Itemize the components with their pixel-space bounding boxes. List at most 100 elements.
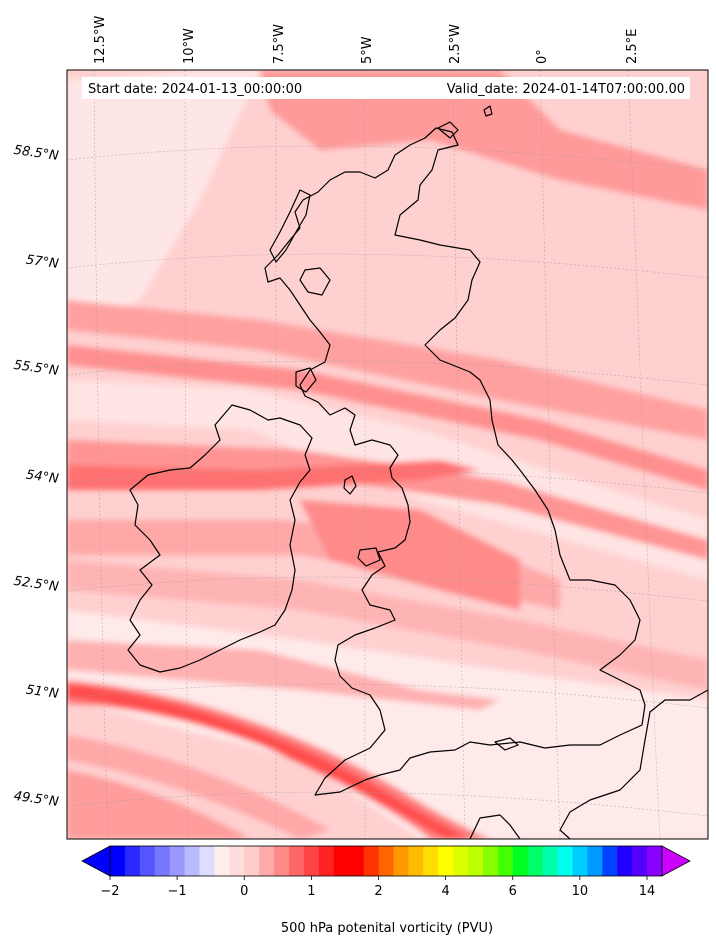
colorbar-segment (408, 846, 424, 876)
pv-patch-central (300, 500, 520, 610)
colorbar-segment (244, 846, 260, 876)
colorbar-segment (542, 846, 559, 876)
pv-streak-7 (67, 640, 500, 710)
colorbar-segment (393, 846, 409, 876)
colorbar-segment (214, 846, 230, 876)
coastline-isle-of-man (343, 475, 357, 495)
colorbar-segment (557, 846, 574, 876)
colorbar-segment (617, 846, 633, 876)
colorbar-frame (109, 845, 663, 877)
map-frame (66, 69, 709, 840)
colorbar-segment (572, 846, 589, 876)
lat-label-54n: 54°N (25, 468, 60, 487)
colorbar-segments (110, 846, 663, 876)
colorbar-segment (378, 846, 395, 876)
coastline-ireland (127, 404, 313, 673)
lon-label-10w: 10°W (182, 28, 197, 64)
colorbar-segment (527, 846, 544, 876)
colorbar-tick-label: 4 (441, 884, 449, 899)
colorbar-over-arrow (661, 845, 691, 877)
coastlines (127, 105, 708, 839)
pv-streak-2 (67, 345, 708, 490)
colorbar-tick-label: 2 (374, 884, 382, 899)
colorbar-segment (587, 846, 603, 876)
colorbar-segment (303, 846, 320, 876)
colorbar-segment (348, 846, 365, 876)
colorbar-title: 500 hPa potenital vorticity (PVU) (281, 921, 493, 936)
coastline-hebrides (269, 189, 311, 263)
lon-label-0: 0° (535, 49, 550, 64)
colorbar-segment (482, 846, 499, 876)
colorbar-segment (333, 846, 350, 876)
pv-field (67, 70, 708, 839)
colorbar-segment (154, 846, 171, 876)
valid-date-text: Valid_date: 2024-01-14T07:00:00.00 (447, 82, 685, 97)
colorbar-tick-label: 10 (572, 884, 589, 899)
colorbar-segment (468, 846, 484, 876)
colorbar-tick-label: 0 (240, 884, 248, 899)
lon-label-12-5w: 12.5°W (93, 16, 108, 64)
pv-streak-1 (67, 300, 708, 440)
latitude-labels: 58.5°N 57°N 55.5°N 54°N 52.5°N 51°N 49.5… (13, 143, 60, 810)
colorbar-segment (199, 846, 216, 876)
lat-label-49-5n: 49.5°N (13, 789, 60, 810)
colorbar-segment (453, 846, 469, 876)
date-info-box: Start date: 2024-01-13_00:00:00 Valid_da… (82, 77, 690, 99)
colorbar-segment (289, 846, 305, 876)
colorbar-segment (512, 846, 529, 876)
lon-label-2-5e: 2.5°E (625, 29, 640, 64)
colorbar-segment (423, 846, 439, 876)
colorbar-segment (497, 846, 514, 876)
colorbar-segment (274, 846, 290, 876)
colorbar-segment (438, 846, 454, 876)
graticule (67, 70, 708, 839)
start-date-text: Start date: 2024-01-13_00:00:00 (88, 82, 302, 97)
coastline-isle-of-wight (494, 737, 519, 751)
coastline-islay (295, 367, 317, 393)
colorbar-segment (602, 846, 618, 876)
colorbar-tick-label: 1 (307, 884, 315, 899)
lat-label-52-5n: 52.5°N (13, 574, 60, 595)
pv-band-sw-lower (67, 735, 330, 839)
colorbar-tick-label: 14 (639, 884, 656, 899)
colorbar-segment (318, 846, 335, 876)
lon-label-5w: 5°W (360, 36, 375, 64)
coastline-shetland (483, 105, 493, 117)
colorbar-tick-label: −1 (168, 884, 187, 899)
lon-label-2-5w: 2.5°W (448, 24, 463, 64)
colorbar-segment (139, 846, 156, 876)
coastline-orkney (437, 121, 459, 139)
pv-streak-6 (67, 560, 708, 690)
colorbar-segment (259, 846, 275, 876)
lat-label-55-5n: 55.5°N (13, 358, 60, 379)
lat-label-58-5n: 58.5°N (13, 143, 60, 164)
colorbar-segment (363, 846, 380, 876)
coastline-france (559, 689, 708, 839)
coastline-brittany (469, 814, 521, 839)
colorbar-segment (124, 846, 141, 876)
coastline-great-britain (264, 127, 646, 796)
longitude-labels: 12.5°W 10°W 7.5°W 5°W 2.5°W 0° 2.5°E (93, 16, 640, 64)
pv-streak-4 (67, 460, 480, 490)
pv-band-sw-corner (67, 770, 250, 839)
pv-strong-band-core (67, 684, 470, 839)
colorbar-under-arrow (81, 845, 111, 877)
colorbar-segment (169, 846, 186, 876)
colorbar-ticks: −2 −1 0 1 2 4 6 10 14 (100, 876, 655, 899)
date-info-background (82, 77, 690, 99)
lat-label-51n: 51°N (25, 683, 60, 702)
colorbar-tick-label: −2 (100, 884, 119, 899)
colorbar-segment (110, 846, 126, 876)
colorbar: −2 −1 0 1 2 4 6 10 14 500 hPa potenital vorticit… (81, 845, 691, 936)
lon-label-7-5w: 7.5°W (272, 24, 287, 64)
coastline-skye (299, 267, 331, 296)
colorbar-tick-label: 6 (509, 884, 517, 899)
colorbar-segment (632, 846, 648, 876)
lat-label-57n: 57°N (25, 253, 60, 272)
colorbar-segment (184, 846, 201, 876)
colorbar-segment (229, 846, 245, 876)
pv-pale-band-nw (67, 70, 260, 330)
pv-streak-north (260, 70, 708, 210)
colorbar-segment (647, 846, 663, 876)
